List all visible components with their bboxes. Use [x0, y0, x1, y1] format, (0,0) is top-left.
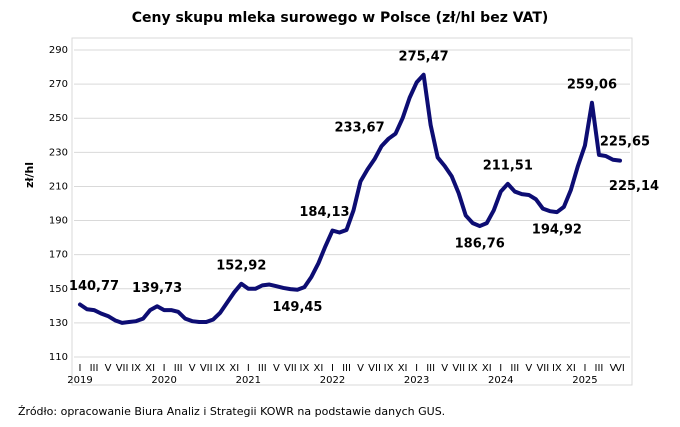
x-tick-label: IX [468, 363, 478, 374]
data-label: 233,67 [334, 121, 384, 136]
x-tick-label: V [105, 363, 112, 374]
x-tick-label: VII [284, 363, 297, 374]
data-label: 139,73 [132, 281, 182, 296]
x-tick-label: VII [116, 363, 129, 374]
y-axis-label: zł/hl [23, 162, 36, 188]
plot-border [71, 37, 633, 386]
data-label: 211,51 [483, 158, 533, 173]
y-tick-label: 290 [49, 45, 68, 56]
year-label: 2020 [151, 375, 176, 386]
x-tick-label: III [90, 363, 99, 374]
data-label: 225,14 [609, 179, 659, 194]
data-label: 275,47 [399, 49, 449, 64]
x-tick-label: III [258, 363, 267, 374]
x-tick-label: I [499, 363, 502, 374]
data-label: 152,92 [216, 258, 266, 273]
x-tick-label: XI [314, 363, 324, 374]
year-label: 2024 [488, 375, 513, 386]
x-tick-label: I [247, 363, 250, 374]
year-label: 2021 [236, 375, 261, 386]
x-tick-label: I [331, 363, 334, 374]
x-tick-label: V [273, 363, 280, 374]
data-label: 225,65 [600, 134, 650, 149]
year-label: 2025 [572, 375, 597, 386]
x-tick-label: IX [384, 363, 394, 374]
x-tick-label: V [441, 363, 448, 374]
x-tick-label: I [415, 363, 418, 374]
x-tick-label: I [583, 363, 586, 374]
data-label: 140,77 [69, 279, 119, 294]
x-tick-label: VII [536, 363, 549, 374]
x-tick-label: I [79, 363, 82, 374]
y-tick-label: 110 [49, 352, 68, 363]
data-label: 186,76 [455, 237, 505, 252]
x-tick-label: III [342, 363, 351, 374]
data-label: 184,13 [299, 205, 349, 220]
y-tick-label: 230 [49, 147, 68, 158]
line [78, 72, 622, 325]
x-tick-label: XI [398, 363, 408, 374]
x-tick-label: IX [131, 363, 141, 374]
x-tick-label: III [510, 363, 519, 374]
x-tick-label: IX [552, 363, 562, 374]
y-tick-label: 170 [49, 250, 68, 261]
source: Źródło: opracowanie Biura Analiz i Strat… [18, 405, 445, 418]
x-tick-label: VII [452, 363, 465, 374]
x-tick-label: XI [145, 363, 155, 374]
x-tick-label: III [426, 363, 435, 374]
x-tick-label: IX [300, 363, 310, 374]
x-tick-label: XI [566, 363, 576, 374]
x-tick-label: VII [368, 363, 381, 374]
data-label: 259,06 [567, 77, 617, 92]
x-tick-label: III [174, 363, 183, 374]
x-tick-label: V [189, 363, 196, 374]
y-tick-label: 130 [49, 318, 68, 329]
year-label: 2019 [67, 375, 92, 386]
data-label: 149,45 [272, 300, 322, 315]
chart-title: Ceny skupu mleka surowego w Polsce (zł/h… [132, 10, 549, 26]
x-tick-label: I [163, 363, 166, 374]
y-tick-label: 210 [49, 181, 68, 192]
y-tick-label: 270 [49, 79, 68, 90]
x-tick-label: V [357, 363, 364, 374]
x-tick-label: XI [229, 363, 239, 374]
x-tick-label: III [595, 363, 604, 374]
year-label: 2022 [320, 375, 345, 386]
data-label: 194,92 [532, 223, 582, 238]
x-tick-label: VI [615, 363, 625, 374]
x-tick-label: V [525, 363, 532, 374]
y-tick-label: 150 [49, 284, 68, 295]
x-tick-label: VII [200, 363, 213, 374]
x-tick-label: IX [215, 363, 225, 374]
x-tick-label: XI [482, 363, 492, 374]
y-tick-label: 250 [49, 113, 68, 124]
year-label: 2023 [404, 375, 429, 386]
y-tick-label: 190 [49, 216, 68, 227]
x-tick-label: V [610, 363, 617, 374]
